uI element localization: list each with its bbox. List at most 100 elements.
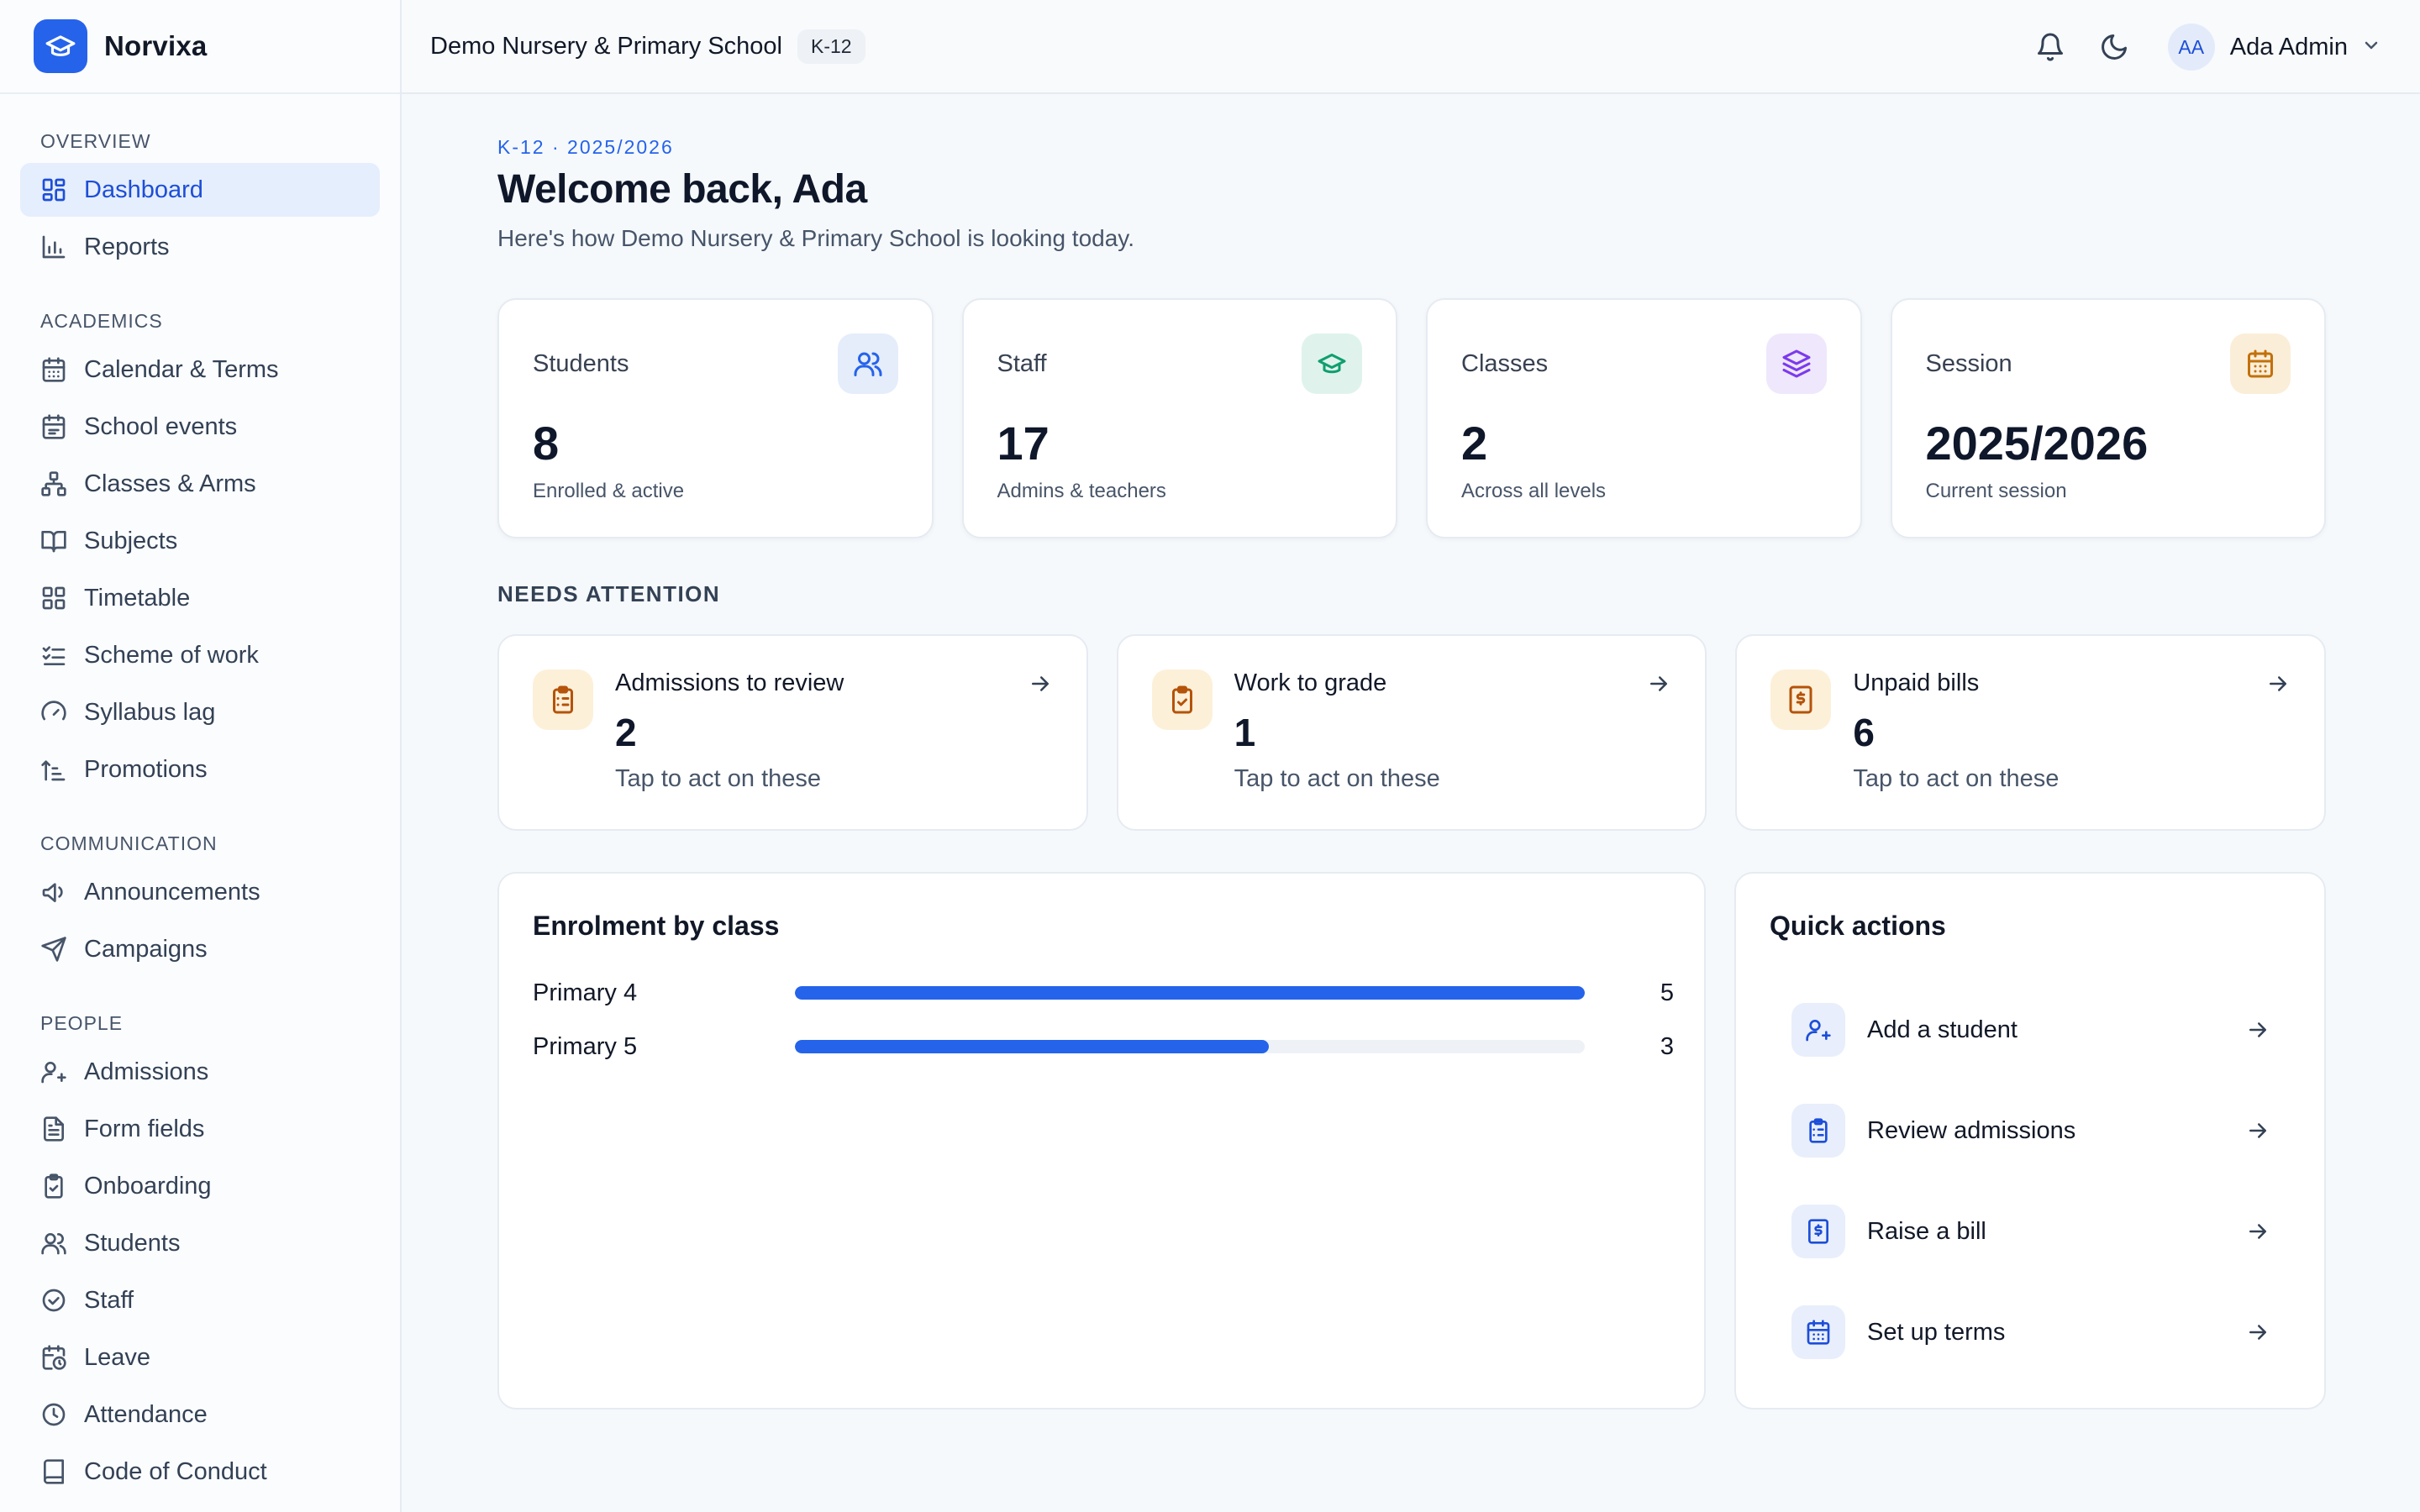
sidebar-item-label: Campaigns (84, 935, 208, 963)
layers-icon (1765, 333, 1827, 394)
sidebar-item-classes-arms[interactable]: Classes & Arms (20, 457, 380, 511)
attention-count: 6 (1853, 711, 1875, 754)
sidebar-item-label: Scheme of work (84, 641, 259, 669)
section-label-people: PEOPLE (40, 1012, 124, 1034)
sidebar-item-subjects[interactable]: Subjects (20, 514, 380, 568)
attention-count: 2 (615, 711, 637, 754)
quick-action-add-student[interactable]: Add a student (1770, 990, 2292, 1070)
quick-action-label: Set up terms (1867, 1318, 2006, 1346)
bell-icon[interactable] (2032, 29, 2069, 66)
quick-actions-panel: Quick actions Add a student Review admis… (1734, 872, 2326, 1410)
arrow-right-icon (2245, 1118, 2270, 1147)
sidebar-item-school-events[interactable]: School events (20, 400, 380, 454)
sidebar-item-label: Announcements (84, 878, 260, 906)
avatar[interactable]: AA (2167, 24, 2215, 71)
clipboard-list-icon (533, 669, 593, 730)
list-check-icon (40, 642, 67, 669)
stat-label: Students (533, 350, 629, 377)
stat-sub: Current session (1925, 480, 2067, 502)
sidebar-item-reports[interactable]: Reports (20, 220, 380, 274)
book-open-icon (40, 528, 67, 554)
bar-fill (795, 986, 1585, 1000)
file-text-icon (40, 1116, 67, 1142)
sidebar-item-students[interactable]: Students (20, 1216, 380, 1270)
quick-action-raise-bill[interactable]: Raise a bill (1770, 1191, 2292, 1272)
calendar-clock-icon (40, 1344, 67, 1371)
sidebar-item-onboarding[interactable]: Onboarding (20, 1159, 380, 1213)
stat-value: 8 (533, 417, 560, 470)
sidebar-item-promotions[interactable]: Promotions (20, 743, 380, 796)
sidebar-item-label: Dashboard (84, 176, 203, 203)
sidebar: Norvixa OVERVIEW Dashboard Reports ACADE… (0, 0, 402, 1512)
sidebar-item-label: Calendar & Terms (84, 355, 279, 383)
sidebar-item-label: Admissions (84, 1058, 209, 1085)
sidebar-item-label: Onboarding (84, 1172, 212, 1200)
section-label-overview: OVERVIEW (40, 130, 151, 152)
sidebar-item-admissions[interactable]: Admissions (20, 1045, 380, 1099)
brand-name: Norvixa (104, 30, 208, 61)
clipboard-check-icon (40, 1173, 67, 1200)
attention-card-admissions[interactable]: Admissions to review 2 Tap to act on the… (497, 634, 1088, 831)
sidebar-item-calendar-terms[interactable]: Calendar & Terms (20, 343, 380, 396)
hierarchy-icon (40, 470, 67, 497)
sidebar-item-timetable[interactable]: Timetable (20, 571, 380, 625)
sidebar-item-leave[interactable]: Leave (20, 1331, 380, 1384)
attention-title: Work to grade (1234, 669, 1387, 696)
arrow-right-icon (2245, 1219, 2270, 1248)
sidebar-item-label: Form fields (84, 1115, 205, 1142)
clipboard-list-icon (1791, 1104, 1845, 1158)
chevron-down-icon[interactable] (2361, 35, 2381, 60)
sidebar-item-staff[interactable]: Staff (20, 1273, 380, 1327)
stat-value: 2 (1461, 417, 1488, 470)
sidebar-item-attendance[interactable]: Attendance (20, 1388, 380, 1441)
stat-card-students[interactable]: Students 8 Enrolled & active (497, 298, 934, 538)
sidebar-item-scheme-of-work[interactable]: Scheme of work (20, 628, 380, 682)
sidebar-item-campaigns[interactable]: Campaigns (20, 922, 380, 976)
sidebar-item-syllabus-lag[interactable]: Syllabus lag (20, 685, 380, 739)
calendar-icon (40, 356, 67, 383)
stat-value: 2025/2026 (1925, 417, 2149, 470)
school-name[interactable]: Demo Nursery & Primary School (430, 32, 782, 60)
grade-chip: K-12 (797, 29, 865, 64)
needs-attention-row: Admissions to review 2 Tap to act on the… (497, 634, 2327, 831)
moon-icon[interactable] (2096, 29, 2133, 66)
attention-card-unpaid-bills[interactable]: Unpaid bills 6 Tap to act on these (1735, 634, 2327, 831)
badge-check-icon (40, 1287, 67, 1314)
receipt-icon (1770, 669, 1832, 730)
layout-grid-icon (40, 176, 67, 203)
stat-label: Staff (997, 350, 1047, 377)
arrow-right-icon (2265, 671, 2291, 701)
grid-icon (40, 585, 67, 612)
users-icon (40, 1230, 67, 1257)
attention-sub: Tap to act on these (615, 765, 822, 792)
stat-card-classes[interactable]: Classes 2 Across all levels (1426, 298, 1862, 538)
sidebar-item-label: Attendance (84, 1400, 208, 1428)
stat-card-session[interactable]: Session 2025/2026 Current session (1890, 298, 2326, 538)
attention-card-work-to-grade[interactable]: Work to grade 1 Tap to act on these (1116, 634, 1707, 831)
sidebar-item-announcements[interactable]: Announcements (20, 865, 380, 919)
stat-label: Session (1925, 350, 2012, 377)
send-icon (40, 936, 67, 963)
sidebar-item-label: School events (84, 412, 238, 440)
sidebar-item-label: Promotions (84, 755, 208, 783)
calendar-icon (2230, 333, 2291, 394)
receipt-icon (1791, 1205, 1845, 1258)
brand[interactable]: Norvixa (0, 0, 400, 94)
quick-action-review-admissions[interactable]: Review admissions (1770, 1090, 2292, 1171)
book-icon (40, 1458, 67, 1485)
arrow-right-icon (2245, 1320, 2270, 1349)
stat-sub: Enrolled & active (533, 480, 685, 502)
bar-row-primary-5: Primary 5 3 (533, 1032, 1676, 1062)
stat-card-staff[interactable]: Staff 17 Admins & teachers (961, 298, 1397, 538)
sidebar-item-dashboard[interactable]: Dashboard (20, 163, 380, 217)
sidebar-item-code-of-conduct[interactable]: Code of Conduct (20, 1445, 380, 1499)
quick-action-set-up-terms[interactable]: Set up terms (1770, 1292, 2292, 1373)
clipboard-check-icon (1151, 669, 1213, 730)
sidebar-item-form-fields[interactable]: Form fields (20, 1102, 380, 1156)
sidebar-item-label: Timetable (84, 584, 191, 612)
user-plus-icon (1791, 1003, 1845, 1057)
graduation-cap-logo-icon (34, 19, 87, 73)
user-name[interactable]: Ada Admin (2229, 33, 2348, 60)
bar-row-primary-4: Primary 4 5 (533, 978, 1676, 1008)
quick-action-label: Review admissions (1867, 1116, 2076, 1144)
